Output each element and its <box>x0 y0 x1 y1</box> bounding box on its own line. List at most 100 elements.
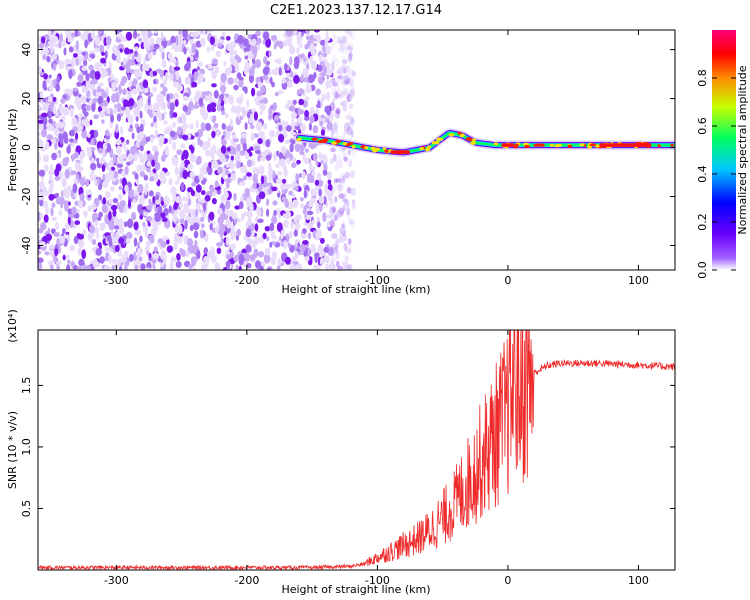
spectrogram-noise-cell <box>98 147 103 154</box>
snr-panel: -300 -200 -100 0 100 0.5 1.0 1.5 Height of str… <box>6 309 676 596</box>
spectrogram-noise-cell <box>289 45 296 55</box>
spectrogram-noise-cell <box>195 184 202 193</box>
spectrogram-noise-cell <box>282 213 287 219</box>
spectrogram-noise-cell <box>50 265 54 270</box>
spectrogram-noise-cell <box>346 211 352 221</box>
spectrogram-noise-cell <box>120 126 123 136</box>
spectrogram-x-tick-label: -300 <box>104 274 129 287</box>
spectrogram-noise-cell <box>65 189 70 199</box>
spectrogram-noise-cell <box>77 265 83 270</box>
spectrogram-peak-cell <box>351 145 356 149</box>
spectrogram-noise-cell <box>343 242 348 252</box>
spectrogram-noise-cell <box>234 205 241 210</box>
snr-y-ticks: 0.5 1.0 1.5 <box>20 377 675 517</box>
spectrogram-noise-cell <box>98 67 106 73</box>
spectrogram-noise-cell <box>258 95 264 101</box>
spectrogram-noise-cell <box>43 116 48 126</box>
spectrogram-noise-cell <box>261 157 266 162</box>
spectrogram-noise-cell <box>110 114 115 123</box>
spectrogram-noise-cell <box>302 99 308 108</box>
spectrogram-noise-cell <box>139 110 143 119</box>
spectrogram-noise-cell <box>111 258 117 264</box>
spectrogram-noise-cell <box>252 64 256 70</box>
spectrogram-noise-cell <box>342 261 349 270</box>
spectrogram-noise-cell <box>336 85 341 93</box>
spectrogram-noise-cell <box>44 49 50 55</box>
spectrogram-noise-cell <box>70 261 75 268</box>
spectrogram-noise-cell <box>209 223 213 231</box>
spectrogram-noise-cell <box>143 174 148 181</box>
spectrogram-noise-cell <box>330 43 335 51</box>
spectrogram-noise-cell <box>271 231 275 240</box>
snr-y-multiplier: (x10⁴) <box>6 309 19 343</box>
spectrogram-noise-cell <box>200 122 206 132</box>
spectrogram-peak-cell <box>436 137 444 141</box>
spectrogram-x-tick-label: 100 <box>628 274 649 287</box>
spectrogram-noise-cell <box>108 170 115 179</box>
spectrogram-noise-cell <box>54 175 61 181</box>
spectrogram-noise-cell <box>39 212 44 219</box>
spectrogram-noise-cell <box>94 71 101 80</box>
spectrogram-noise-cell <box>106 234 110 242</box>
spectrogram-noise-cell <box>91 169 95 178</box>
spectrogram-noise-cell <box>314 179 320 186</box>
spectrogram-noise-cell <box>38 140 44 149</box>
spectrogram-noise-cell <box>249 124 255 130</box>
spectrogram-noise-cell <box>153 43 160 50</box>
spectrogram-noise-cell <box>91 103 96 112</box>
spectrogram-noise-cell <box>116 113 121 122</box>
spectrogram-noise-cell <box>136 126 141 134</box>
spectrogram-noise-cell <box>251 241 257 249</box>
spectrogram-noise-cell <box>182 169 188 180</box>
spectrogram-noise-cell <box>347 52 353 60</box>
spectrogram-noise-cell <box>144 103 148 112</box>
spectrogram-noise-cell <box>85 178 90 187</box>
spectrogram-noise-cell <box>272 200 278 206</box>
spectrogram-noise-cell <box>332 81 338 87</box>
spectrogram-noise-cell <box>121 254 127 263</box>
spectrogram-noise-cell <box>95 91 102 97</box>
spectrogram-noise-cell <box>44 164 49 172</box>
spectrogram-noise-cell <box>90 30 95 39</box>
spectrogram-noise-cell <box>39 71 44 76</box>
spectrogram-noise-cell <box>326 74 330 80</box>
spectrogram-noise-cell <box>221 123 226 130</box>
spectrogram-noise-cell <box>128 198 131 209</box>
spectrogram-noise-cell <box>160 83 165 88</box>
spectrogram-noise-cell <box>179 247 183 254</box>
spectrogram-noise-cell <box>328 212 333 218</box>
spectrogram-noise-cell <box>135 115 139 122</box>
spectrogram-noise-cell <box>224 169 230 176</box>
spectrogram-noise-cell <box>142 221 146 227</box>
spectrogram-noise-cell <box>172 214 178 223</box>
spectrogram-noise-cell <box>310 60 318 70</box>
spectrogram-noise-cell <box>208 211 215 221</box>
spectrogram-noise-cell <box>123 57 127 65</box>
spectrogram-noise-cell <box>152 86 157 93</box>
spectrogram-noise-cell <box>320 129 326 137</box>
spectrogram-noise-cell <box>268 50 272 57</box>
spectrogram-noise-cell <box>72 183 78 194</box>
spectrogram-peak-cell <box>468 138 473 142</box>
spectrogram-noise-cell <box>328 69 333 76</box>
spectrogram-noise-cell <box>154 161 161 171</box>
spectrogram-noise-cell <box>111 93 117 103</box>
spectrogram-noise-cell <box>152 195 156 204</box>
spectrogram-noise-cell <box>348 159 353 167</box>
spectrogram-noise-cell <box>66 145 71 154</box>
spectrogram-noise-cell <box>230 243 237 251</box>
spectrogram-noise-cell <box>281 78 287 84</box>
spectrogram-noise-cell <box>351 122 355 130</box>
spectrogram-noise-cell <box>216 207 223 216</box>
spectrogram-noise-cell <box>45 233 52 241</box>
spectrogram-noise-cell <box>97 95 104 104</box>
colorbar-gradient <box>712 30 736 270</box>
spectrogram-noise-cell <box>201 223 205 229</box>
spectrogram-noise-cell <box>227 77 234 85</box>
spectrogram-noise-cell <box>189 152 194 162</box>
spectrogram-noise-cell <box>349 51 353 60</box>
spectrogram-noise-cell <box>246 99 250 109</box>
spectrogram-noise-cell <box>299 150 305 156</box>
spectrogram-noise-cell <box>122 88 127 96</box>
spectrogram-noise-cell <box>276 188 280 194</box>
